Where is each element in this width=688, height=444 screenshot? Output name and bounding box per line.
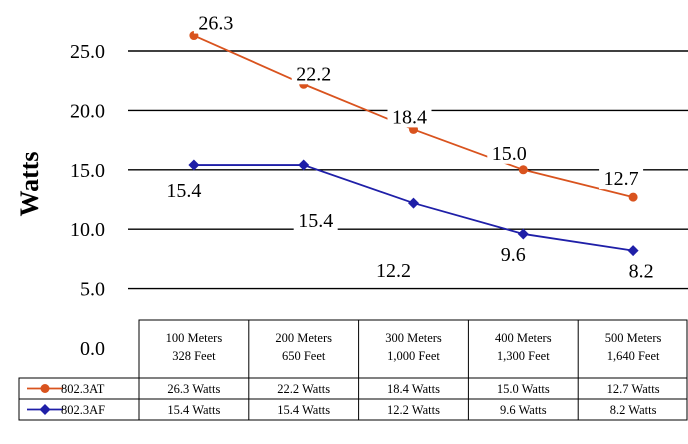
data-label: 15.4 [298, 210, 333, 232]
y-tick-label: 0.0 [80, 338, 105, 360]
category-label: 100 Meters [166, 331, 223, 345]
data-label-bg [387, 105, 432, 128]
data-label: 15.4 [166, 180, 201, 202]
data-label: 12.7 [604, 168, 639, 190]
category-label: 400 Meters [495, 331, 552, 345]
table-cell: 15.4 Watts [167, 403, 220, 417]
data-point [298, 159, 310, 171]
data-label: 18.4 [392, 106, 427, 128]
table-cell: 9.6 Watts [500, 403, 547, 417]
y-tick-label: 10.0 [70, 219, 105, 241]
data-point [628, 192, 638, 202]
data-point [188, 159, 200, 171]
data-point [518, 165, 528, 175]
data-label: 8.2 [629, 261, 654, 283]
data-point [627, 245, 639, 257]
data-label: 15.0 [492, 143, 527, 165]
table-cell: 26.3 Watts [167, 382, 220, 396]
category-label: 1,300 Feet [497, 349, 550, 363]
data-label: 9.6 [501, 244, 526, 266]
data-label-bg [293, 209, 338, 232]
data-label-bg [619, 259, 664, 282]
category-label: 1,640 Feet [607, 349, 660, 363]
legend-marker [39, 404, 51, 415]
table-cell: 22.2 Watts [277, 382, 330, 396]
gridlines [128, 50, 688, 290]
y-tick-label: 15.0 [70, 160, 105, 182]
data-label: 22.2 [296, 63, 331, 85]
y-tick-labels: 0.0 5.0 10.0 15.0 20.0 25.0 [70, 41, 105, 360]
data-point [408, 197, 419, 209]
table-cell: 18.4 Watts [387, 382, 440, 396]
data-label-bg [371, 259, 416, 282]
legend-label: 802.3AT [61, 382, 105, 396]
table-cell: 15.4 Watts [277, 403, 330, 417]
data-label-bg [487, 141, 532, 164]
data-labels: 26.3 22.2 18.4 15.0 12.7 15.4 15.4 12.2 9.6 8.2 [161, 11, 664, 283]
table-cell: 12.2 Watts [387, 403, 440, 417]
data-label-bg [161, 179, 206, 202]
y-tick-label: 25.0 [70, 41, 105, 63]
category-label: 1,000 Feet [387, 349, 440, 363]
category-label: 300 Meters [385, 331, 442, 345]
category-label: 500 Meters [605, 331, 662, 345]
data-label: 26.3 [198, 13, 233, 35]
data-label-bg [193, 11, 238, 34]
data-point [517, 228, 529, 240]
data-label: 12.2 [376, 260, 411, 282]
series-lines [188, 31, 639, 257]
table-cell: 15.0 Watts [497, 382, 550, 396]
data-table: 100 Meters 328 Feet 200 Meters 650 Feet 300 … [18, 319, 688, 421]
table-cell: 12.7 Watts [607, 382, 660, 396]
data-label-bg [291, 62, 336, 85]
legend-label: 802.3AF [61, 403, 105, 417]
category-label: 328 Feet [172, 349, 216, 363]
data-label-bg [491, 242, 536, 265]
category-label: 200 Meters [275, 331, 332, 345]
legend-marker [40, 384, 50, 393]
y-tick-label: 5.0 [80, 279, 105, 301]
table-row [18, 398, 688, 421]
table-row [18, 377, 688, 400]
category-label: 650 Feet [282, 349, 326, 363]
table-cell: 8.2 Watts [610, 403, 657, 417]
y-axis-label: Watts [15, 152, 44, 217]
data-label-bg [599, 167, 644, 190]
y-tick-label: 20.0 [70, 100, 105, 122]
